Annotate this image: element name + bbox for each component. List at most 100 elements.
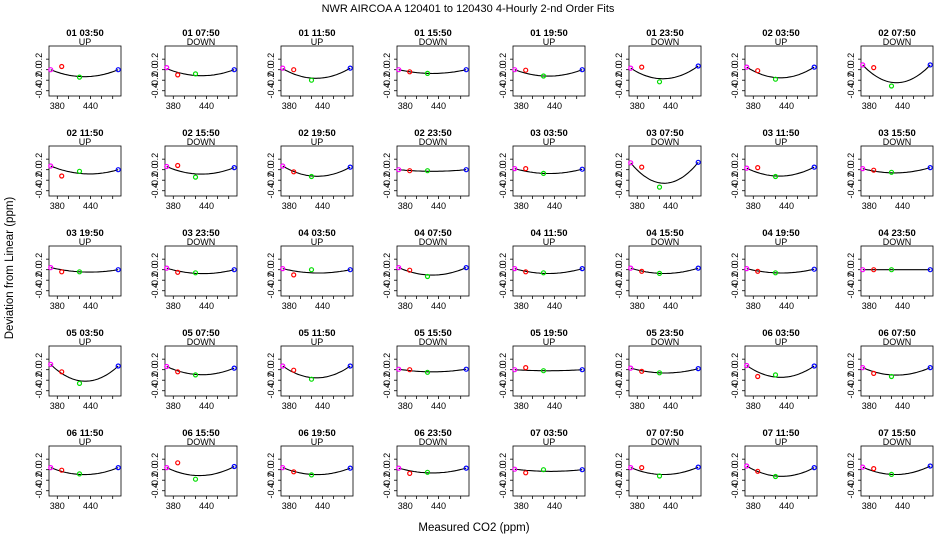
fit-curve [166,466,235,477]
fit-curve [630,466,699,476]
data-point [755,373,761,380]
x-tick-label: 440 [779,101,794,111]
panel-direction-label: DOWN [187,137,216,147]
data-point [772,372,779,378]
data-point [231,67,237,73]
y-tick-label: 0.2 [266,453,276,466]
fit-curve [166,366,235,376]
data-point [888,169,895,175]
panel-frame [744,245,818,297]
panel-direction-label: UP [775,237,788,247]
data-point [695,159,701,165]
fit-curve [50,363,119,382]
panel-time-label: 05 11:50 [299,328,336,339]
y-tick-label: -0.2 [614,372,624,388]
y-tick-label: -0.2 [730,272,740,288]
fit-curve [862,465,931,476]
x-tick-label: 380 [630,401,645,411]
y-tick-label: -0.2 [266,472,276,488]
x-tick-label: 380 [282,301,297,311]
data-point [579,266,585,272]
data-point [871,267,877,273]
y-tick-label: 0.0 [614,63,624,76]
y-tick-label: 0.0 [614,263,624,276]
panel-time-label: 02 23:50 [414,128,452,139]
x-tick-label: 440 [199,201,214,211]
y-tick-label: -0.4 [382,83,392,99]
y-tick-label: -0.2 [498,272,508,288]
y-tick-label: -0.4 [614,283,624,299]
panel-time-label: 07 03:50 [530,428,568,439]
panel-direction-label: DOWN [651,137,680,147]
y-tick-label: 0.0 [846,463,856,476]
data-point [231,463,237,470]
fit-curve [514,369,583,372]
x-tick-label: 440 [83,301,98,311]
x-tick-label: 440 [199,401,214,411]
panel-frame [164,445,238,497]
y-tick-label: -0.2 [34,272,44,288]
y-tick-label: 0.2 [34,153,44,166]
y-tick-label: -0.2 [614,472,624,488]
y-tick-label: -0.2 [846,372,856,388]
panel-direction-label: DOWN [419,237,448,247]
y-tick-label: 0.0 [614,463,624,476]
y-tick-label: 0.2 [34,253,44,266]
data-point [523,269,529,275]
data-point [231,365,237,371]
fit-curve [398,368,467,373]
panel-time-label: 01 07:50 [182,28,220,39]
x-tick-label: 440 [199,101,214,111]
data-point [424,168,431,174]
y-tick-label: 0.0 [150,163,160,176]
fit-curve [862,64,931,84]
y-tick-label: -0.2 [34,472,44,488]
y-tick-label: -0.2 [730,372,740,388]
data-point [308,267,315,273]
panel-time-label: 01 15:50 [414,28,452,39]
x-tick-label: 380 [514,301,529,311]
y-tick-label: 0.2 [34,453,44,466]
data-point [192,476,199,482]
y-tick-label: -0.2 [730,472,740,488]
panel-direction-label: UP [775,337,788,347]
data-point [175,162,181,169]
data-point [860,166,866,172]
data-point [927,267,933,273]
y-tick-label: 0.0 [846,363,856,376]
data-point [424,273,431,280]
data-point [231,267,237,273]
x-tick-label: 440 [315,401,330,411]
data-point [639,64,645,70]
y-tick-label: 0.2 [498,353,508,366]
data-point [192,270,199,276]
panel-time-label: 03 07:50 [646,128,684,139]
y-tick-label: -0.2 [846,472,856,488]
x-tick-label: 380 [50,401,65,411]
panel-time-label: 07 11:50 [763,428,800,439]
y-tick-label: -0.4 [730,383,740,399]
data-point [291,67,297,73]
data-point [175,72,181,78]
y-tick-label: -0.4 [614,483,624,499]
data-point [115,363,121,369]
panel-direction-label: UP [543,237,556,247]
data-point [811,164,817,170]
x-tick-label: 440 [895,501,910,511]
data-point [175,460,181,466]
data-point [280,363,286,369]
x-tick-label: 440 [547,101,562,111]
data-point [291,469,297,475]
panel-frame [164,245,238,297]
data-point [927,165,933,171]
data-point [48,163,54,169]
y-tick-label: 0.2 [498,253,508,266]
x-tick-label: 440 [315,101,330,111]
fit-curve [630,65,699,80]
y-tick-label: -0.2 [382,72,392,88]
y-tick-label: -0.2 [614,172,624,188]
data-point [523,470,529,476]
y-tick-label: 0.0 [730,263,740,276]
